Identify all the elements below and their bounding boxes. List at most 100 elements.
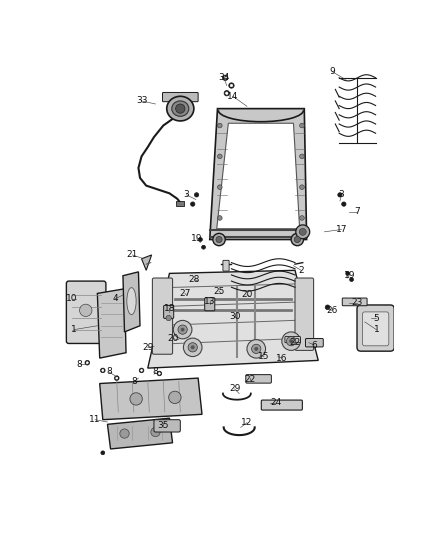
Polygon shape (217, 123, 300, 229)
Text: 19: 19 (343, 271, 355, 280)
Polygon shape (100, 378, 202, 419)
Circle shape (245, 292, 249, 295)
Circle shape (300, 154, 304, 159)
FancyBboxPatch shape (261, 400, 302, 410)
Text: 26: 26 (326, 306, 338, 315)
Polygon shape (148, 270, 318, 368)
Polygon shape (141, 255, 152, 270)
Text: 8: 8 (131, 377, 137, 386)
Circle shape (101, 451, 105, 455)
Text: 5: 5 (374, 313, 379, 322)
Circle shape (184, 338, 202, 357)
Circle shape (300, 123, 304, 128)
Circle shape (300, 216, 304, 220)
Circle shape (247, 340, 265, 358)
Circle shape (277, 354, 282, 359)
Text: 27: 27 (179, 289, 191, 298)
Circle shape (218, 123, 222, 128)
Text: 8: 8 (152, 367, 159, 376)
Ellipse shape (167, 96, 194, 121)
Text: 1: 1 (71, 325, 77, 334)
FancyBboxPatch shape (362, 312, 389, 346)
Circle shape (86, 362, 88, 364)
Text: 33: 33 (136, 96, 147, 106)
Text: 22: 22 (290, 338, 300, 347)
FancyBboxPatch shape (152, 278, 173, 354)
Circle shape (254, 347, 258, 351)
FancyBboxPatch shape (154, 419, 180, 432)
Circle shape (342, 202, 346, 206)
Text: 20: 20 (167, 334, 178, 343)
Circle shape (191, 345, 194, 349)
Text: 10: 10 (66, 294, 78, 303)
Circle shape (141, 369, 142, 372)
Text: 12: 12 (241, 418, 253, 427)
FancyBboxPatch shape (305, 338, 323, 347)
Text: 29: 29 (229, 384, 240, 393)
Circle shape (251, 344, 261, 353)
Circle shape (218, 154, 222, 159)
Text: 30: 30 (229, 312, 240, 321)
Circle shape (155, 344, 156, 346)
Circle shape (218, 185, 222, 189)
Text: 6: 6 (311, 341, 317, 350)
Circle shape (259, 354, 261, 356)
Ellipse shape (172, 101, 189, 116)
Circle shape (177, 335, 181, 339)
Circle shape (217, 289, 221, 293)
Circle shape (218, 216, 222, 220)
Circle shape (191, 202, 195, 206)
Circle shape (176, 104, 185, 113)
Circle shape (151, 427, 160, 437)
Circle shape (181, 328, 184, 332)
Text: 1: 1 (374, 325, 379, 334)
Circle shape (222, 294, 226, 298)
Circle shape (350, 278, 353, 281)
Text: 4: 4 (113, 294, 118, 303)
Circle shape (102, 369, 104, 372)
FancyBboxPatch shape (342, 298, 367, 306)
Text: 3: 3 (339, 190, 344, 199)
FancyBboxPatch shape (223, 260, 229, 271)
Text: 28: 28 (189, 275, 200, 284)
Polygon shape (210, 109, 307, 239)
Circle shape (224, 91, 230, 96)
Text: 16: 16 (276, 353, 288, 362)
Circle shape (286, 336, 296, 346)
Circle shape (153, 343, 158, 348)
FancyBboxPatch shape (164, 305, 174, 318)
Circle shape (173, 320, 192, 339)
Circle shape (188, 301, 193, 305)
Circle shape (139, 368, 144, 373)
Circle shape (300, 185, 304, 189)
Circle shape (194, 193, 199, 197)
Text: 35: 35 (158, 422, 169, 430)
Text: 15: 15 (258, 352, 270, 361)
Circle shape (188, 343, 198, 352)
Text: 2: 2 (298, 266, 304, 275)
Text: 11: 11 (89, 415, 101, 424)
Circle shape (296, 225, 310, 239)
Text: 18: 18 (164, 304, 175, 313)
FancyBboxPatch shape (357, 305, 394, 351)
FancyBboxPatch shape (162, 92, 198, 102)
Polygon shape (123, 272, 140, 332)
FancyBboxPatch shape (285, 336, 300, 343)
Circle shape (299, 228, 306, 235)
Circle shape (237, 318, 241, 322)
Text: 8: 8 (77, 360, 82, 369)
Circle shape (282, 332, 300, 350)
FancyBboxPatch shape (295, 278, 314, 350)
Circle shape (183, 291, 187, 296)
Circle shape (213, 233, 225, 246)
Text: 9: 9 (329, 67, 335, 76)
Circle shape (130, 393, 142, 405)
Text: 3: 3 (184, 190, 189, 199)
Text: 7: 7 (354, 207, 360, 216)
Circle shape (294, 237, 300, 243)
Bar (177, 201, 184, 206)
Circle shape (100, 368, 105, 373)
Circle shape (114, 376, 119, 381)
Circle shape (229, 83, 234, 88)
Text: 17: 17 (336, 225, 347, 234)
